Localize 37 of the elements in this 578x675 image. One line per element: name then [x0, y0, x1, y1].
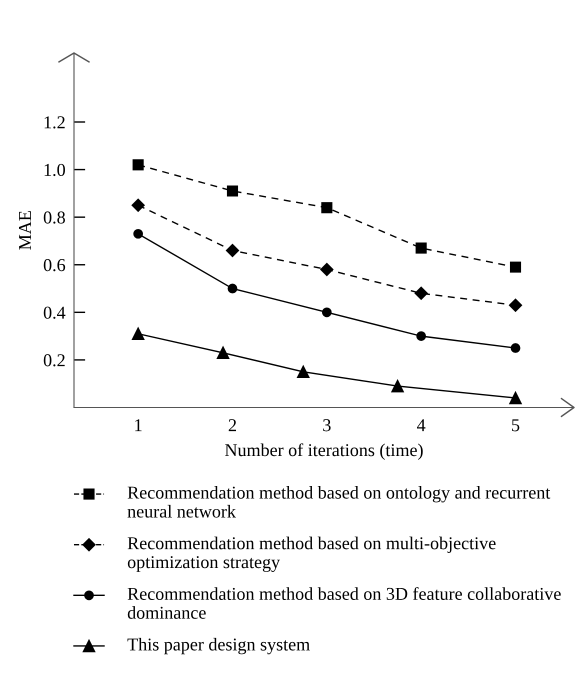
y-tick-label: 1.2	[44, 116, 65, 129]
legend-label: Recommendation method based on ontology and recurrent neural network	[128, 486, 550, 518]
point	[510, 343, 520, 353]
point	[226, 185, 238, 197]
y-axis-title: MAE	[19, 211, 31, 250]
y-tick-label: 0.8	[44, 211, 65, 224]
point	[228, 284, 238, 294]
y-tick-label: 0.4	[44, 306, 66, 319]
point	[416, 242, 427, 254]
y-tick-label: 1.0	[44, 164, 65, 176]
point	[508, 298, 522, 312]
point	[296, 366, 310, 378]
point	[320, 262, 334, 276]
point	[321, 202, 332, 214]
point	[226, 244, 240, 258]
y-tick-label: 0.2	[44, 354, 65, 366]
point	[132, 159, 144, 170]
point	[216, 346, 230, 360]
y-tick-label: 0.6	[44, 259, 66, 272]
point	[322, 307, 332, 318]
x-tick-label: 5	[512, 419, 520, 432]
x-tick-label: 4	[417, 419, 426, 432]
point	[391, 380, 404, 392]
x-axis-title: Number of iterations (time)	[224, 443, 423, 460]
point	[416, 331, 426, 341]
point	[414, 286, 428, 300]
point	[132, 327, 144, 340]
x-tick-label: 2	[228, 419, 236, 432]
legend-label: Recommendation method based on 3D feature collaborative dominance	[128, 587, 561, 619]
point	[133, 228, 144, 239]
x-tick-label: 1	[135, 419, 142, 432]
legend-label: Recommendation method based on multi-objective optimization strategy	[128, 536, 496, 572]
legend-label: This paper design system	[127, 638, 310, 654]
point	[509, 392, 522, 404]
x-tick-label: 3	[323, 419, 331, 432]
point	[132, 198, 145, 212]
point	[510, 262, 522, 273]
